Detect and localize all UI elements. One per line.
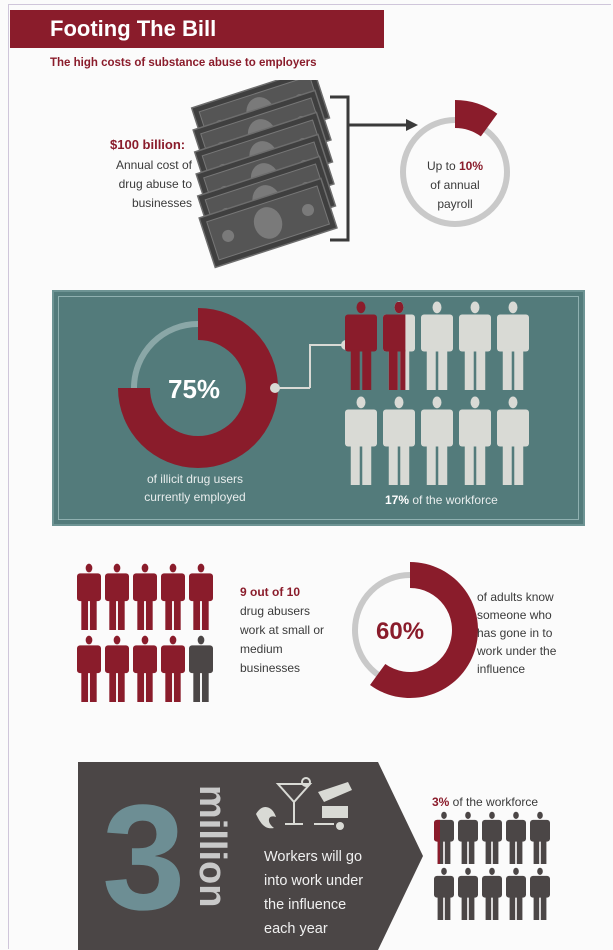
- person-icon: [458, 811, 478, 864]
- employed-pct: 75%: [168, 374, 221, 404]
- person-icon: [383, 396, 415, 485]
- person-icon: [421, 396, 453, 485]
- person-icon: [189, 563, 213, 630]
- small-business-line3: work at small or: [240, 623, 325, 637]
- person-icon: [530, 811, 550, 864]
- person-icon: [459, 396, 491, 485]
- adults-donut: [352, 562, 478, 698]
- person-icon: [383, 301, 415, 390]
- adults-text: of adults know someone who has gone in t…: [477, 588, 556, 678]
- person-icon: [421, 301, 453, 390]
- person-icon: [189, 635, 213, 702]
- person-icon: [133, 563, 157, 630]
- person-icon: [345, 301, 377, 390]
- cost-amount: $100 billion:: [110, 137, 186, 152]
- person-icon: [482, 867, 502, 920]
- person-icon: [77, 563, 101, 630]
- person-icon: [497, 301, 529, 390]
- big-word: million: [191, 785, 233, 908]
- dollar-bill-icon: [198, 177, 338, 269]
- cost-desc-line2: drug abuse to: [118, 177, 192, 191]
- person-icon: [345, 396, 377, 485]
- influence-text: Workers will go into work under the infl…: [264, 845, 363, 941]
- person-icon: [530, 867, 550, 920]
- payroll-pct: 10%: [458, 159, 484, 173]
- small-business-line2: drug abusers: [240, 604, 311, 618]
- adults-line2: someone who: [477, 608, 552, 622]
- small-business-line5: businesses: [240, 661, 301, 675]
- workforce-3-text: of the workforce: [449, 795, 539, 809]
- influence-line3: the influence: [264, 897, 347, 913]
- adults-line3: has gone in to: [477, 626, 553, 640]
- workforce-17-pct: 17%: [385, 493, 410, 507]
- influence-line2: into work under: [264, 873, 364, 889]
- small-business-line4: medium: [240, 642, 283, 656]
- person-icon: [161, 635, 185, 702]
- small-business-figures: [77, 563, 213, 702]
- payroll-wedge: [455, 100, 498, 137]
- influence-line1: Workers will go: [264, 849, 363, 865]
- employed-caption: of illicit drug users currently employed: [110, 470, 280, 506]
- small-business-count: 9 out of 10: [240, 585, 301, 599]
- page-subtitle: The high costs of substance abuse to emp…: [50, 57, 317, 69]
- person-icon: [105, 635, 129, 702]
- person-icon: [161, 563, 185, 630]
- payroll-prefix: Up to: [426, 159, 459, 173]
- payroll-line3: payroll: [437, 197, 473, 211]
- person-icon: [506, 811, 526, 864]
- cost-description: Annual cost of drug abuse to businesses: [100, 156, 192, 213]
- adults-pct: 60%: [376, 618, 425, 645]
- person-icon: [458, 867, 478, 920]
- title-bar: [10, 10, 384, 48]
- workforce-3-figures: [434, 811, 550, 920]
- big-word-wrap: million: [188, 785, 236, 945]
- payroll-line2: of annual: [430, 178, 480, 192]
- person-icon: [133, 635, 157, 702]
- influence-line4: each year: [264, 921, 328, 937]
- person-icon: [434, 867, 454, 920]
- person-icon: [459, 301, 491, 390]
- cost-desc-line1: Annual cost of: [115, 158, 192, 172]
- big-number: 3: [102, 773, 186, 941]
- cost-desc-line3: businesses: [131, 196, 192, 210]
- adults-line5: influence: [477, 662, 526, 676]
- person-icon: [105, 563, 129, 630]
- workforce-3-pct: 3%: [432, 795, 450, 809]
- employed-caption-line2: currently employed: [144, 490, 246, 504]
- small-business-text: 9 out of 10 drug abusers work at small o…: [240, 583, 324, 678]
- donut-segment: [370, 562, 478, 698]
- payroll-text: Up to 10% of annual payroll: [405, 157, 505, 214]
- person-icon: [497, 396, 529, 485]
- workforce-3-label: 3% of the workforce: [432, 795, 538, 809]
- person-icon: [77, 635, 101, 702]
- workforce-17-label: 17% of the workforce: [385, 493, 498, 507]
- page-title: Footing The Bill: [50, 16, 217, 41]
- employed-donut: [118, 308, 351, 468]
- workforce-figures: [345, 301, 529, 485]
- adults-line1: of adults know: [477, 590, 554, 604]
- donut-segment: [118, 308, 278, 468]
- substance-icons: [256, 777, 352, 830]
- money-stack-icon: [190, 80, 418, 269]
- employed-caption-line1: of illicit drug users: [146, 472, 244, 486]
- payroll-ring: [400, 100, 510, 227]
- workforce-17-text: of the workforce: [409, 493, 498, 507]
- adults-line4: work under the: [477, 644, 557, 658]
- person-icon: [506, 867, 526, 920]
- person-icon: [434, 811, 454, 864]
- person-icon: [482, 811, 502, 864]
- influence-banner: [78, 762, 423, 950]
